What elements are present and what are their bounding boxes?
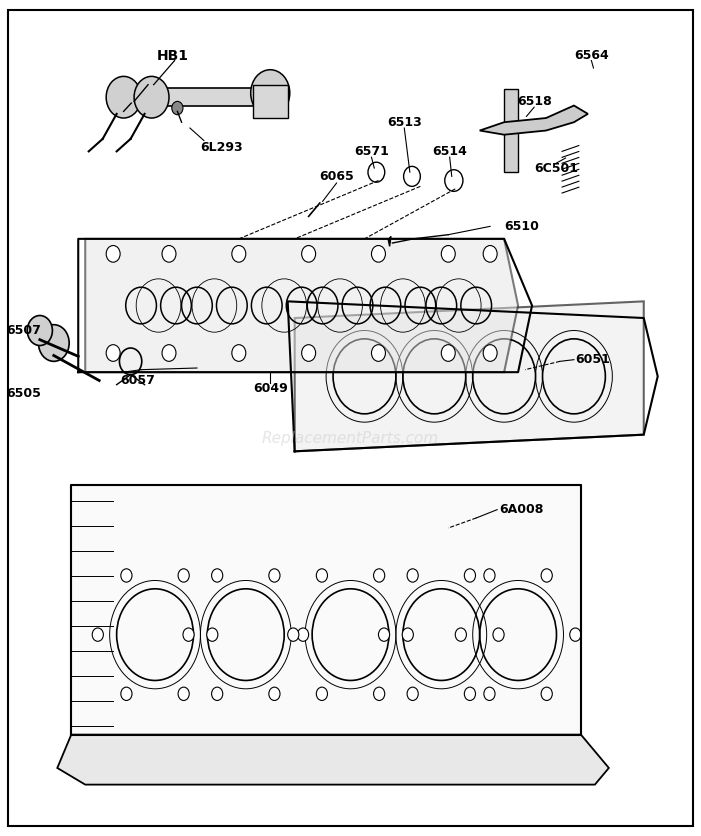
Circle shape bbox=[178, 568, 189, 582]
Circle shape bbox=[301, 344, 315, 361]
Circle shape bbox=[162, 246, 176, 263]
Polygon shape bbox=[72, 485, 581, 735]
Circle shape bbox=[232, 344, 246, 361]
Text: ReplacementParts.com: ReplacementParts.com bbox=[262, 431, 439, 446]
Text: 6L293: 6L293 bbox=[200, 140, 243, 154]
Text: HB1: HB1 bbox=[156, 48, 189, 63]
Circle shape bbox=[106, 76, 141, 118]
Circle shape bbox=[484, 687, 495, 701]
Text: 6510: 6510 bbox=[504, 220, 539, 233]
Circle shape bbox=[374, 687, 385, 701]
Circle shape bbox=[297, 628, 308, 641]
Circle shape bbox=[172, 101, 183, 115]
Ellipse shape bbox=[267, 88, 280, 106]
Circle shape bbox=[402, 628, 414, 641]
Circle shape bbox=[121, 568, 132, 582]
Circle shape bbox=[316, 687, 327, 701]
Text: 6518: 6518 bbox=[517, 94, 552, 108]
Polygon shape bbox=[479, 105, 588, 135]
Text: 6571: 6571 bbox=[354, 145, 389, 158]
Circle shape bbox=[106, 246, 120, 263]
Circle shape bbox=[442, 246, 455, 263]
Circle shape bbox=[212, 568, 223, 582]
Circle shape bbox=[483, 246, 497, 263]
Circle shape bbox=[134, 76, 169, 118]
Text: 6564: 6564 bbox=[574, 49, 608, 62]
Circle shape bbox=[212, 687, 223, 701]
Circle shape bbox=[251, 69, 290, 116]
Text: 6065: 6065 bbox=[319, 170, 354, 183]
Ellipse shape bbox=[114, 88, 127, 106]
Text: 6513: 6513 bbox=[387, 115, 422, 129]
Circle shape bbox=[464, 568, 475, 582]
Text: 6049: 6049 bbox=[253, 382, 287, 395]
Circle shape bbox=[287, 628, 299, 641]
Text: 6C501: 6C501 bbox=[534, 161, 578, 175]
Text: 6514: 6514 bbox=[433, 145, 467, 158]
Text: 6A008: 6A008 bbox=[499, 503, 544, 516]
Circle shape bbox=[372, 344, 386, 361]
Circle shape bbox=[374, 568, 385, 582]
Circle shape bbox=[372, 246, 386, 263]
Circle shape bbox=[455, 628, 466, 641]
Circle shape bbox=[570, 628, 581, 641]
Circle shape bbox=[27, 315, 53, 345]
Circle shape bbox=[301, 246, 315, 263]
Polygon shape bbox=[57, 735, 609, 785]
Circle shape bbox=[39, 324, 69, 361]
Circle shape bbox=[162, 344, 176, 361]
Text: 6051: 6051 bbox=[576, 353, 611, 366]
Text: 6505: 6505 bbox=[6, 386, 41, 400]
Circle shape bbox=[442, 344, 455, 361]
Circle shape bbox=[483, 344, 497, 361]
Circle shape bbox=[269, 568, 280, 582]
Polygon shape bbox=[294, 301, 644, 451]
Polygon shape bbox=[86, 239, 518, 372]
Circle shape bbox=[269, 687, 280, 701]
Circle shape bbox=[464, 687, 475, 701]
Circle shape bbox=[493, 628, 504, 641]
Polygon shape bbox=[504, 89, 518, 172]
Circle shape bbox=[183, 628, 194, 641]
Circle shape bbox=[121, 687, 132, 701]
Polygon shape bbox=[388, 237, 391, 247]
Circle shape bbox=[484, 568, 495, 582]
Text: 6507: 6507 bbox=[6, 324, 41, 337]
Circle shape bbox=[407, 568, 418, 582]
Circle shape bbox=[316, 568, 327, 582]
Circle shape bbox=[541, 568, 552, 582]
Circle shape bbox=[207, 628, 218, 641]
Circle shape bbox=[232, 246, 246, 263]
Circle shape bbox=[407, 687, 418, 701]
Circle shape bbox=[106, 344, 120, 361]
Circle shape bbox=[178, 687, 189, 701]
Circle shape bbox=[93, 628, 103, 641]
Text: 6057: 6057 bbox=[120, 374, 155, 387]
Polygon shape bbox=[253, 84, 287, 118]
Polygon shape bbox=[120, 88, 273, 106]
Circle shape bbox=[379, 628, 390, 641]
Circle shape bbox=[541, 687, 552, 701]
